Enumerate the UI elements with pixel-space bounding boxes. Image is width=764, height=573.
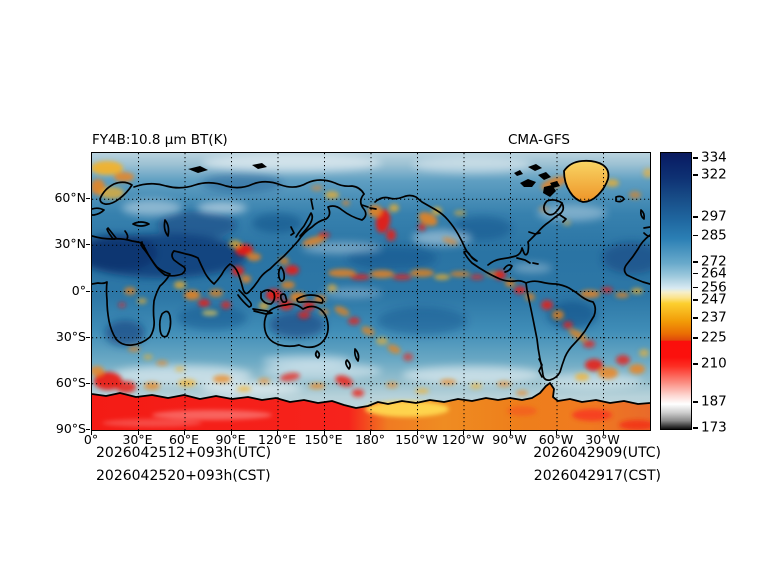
lon-tick-mark — [463, 430, 464, 435]
colorbar-tick-mark — [692, 363, 698, 365]
lon-tick-label: 90°W — [492, 432, 527, 447]
graticule — [92, 153, 650, 430]
obs-timestamp-utc: 2026042512+093h(UTC) — [96, 445, 272, 461]
lon-tick-mark — [91, 430, 92, 435]
lon-tick-mark — [416, 430, 418, 435]
lat-tick-mark — [86, 198, 90, 200]
colorbar-tick-mark — [692, 299, 698, 301]
colorbar-tick-label: 334 — [701, 149, 727, 166]
lon-tick-label: 30°W — [585, 432, 620, 447]
arctic-islands — [188, 163, 560, 197]
lat-tick-mark — [86, 382, 90, 384]
lat-tick-mark — [86, 429, 90, 430]
map-title-right: CMA-GFS — [508, 132, 570, 148]
colorbar-tick-mark — [692, 317, 698, 319]
colorbar-tick-mark — [692, 427, 698, 429]
antarctica — [92, 382, 650, 430]
colorbar-tick-label: 297 — [701, 208, 727, 225]
colorbar-tick-label: 256 — [701, 279, 727, 296]
longitude-axis: 0° 30°E 60°E 90°E 120°E 150°E 180° 150°W 120°W 90… — [84, 432, 651, 449]
lon-tick-label: 180° — [354, 432, 386, 447]
colorbar-tick-label: 173 — [701, 419, 727, 436]
lat-tick-label: 30°S — [55, 328, 86, 344]
colorbar-tick-label: 187 — [701, 393, 727, 410]
lat-tick-label: 0° — [71, 282, 86, 298]
colorbar-tick-mark — [692, 174, 698, 176]
model-timestamp-cst: 2026042917(CST) — [533, 468, 661, 484]
colorbar-tick-mark — [692, 234, 698, 237]
map-raster — [92, 153, 650, 430]
colorbar-tick-label: 264 — [701, 265, 727, 282]
lat-tick-label: 60°N — [54, 190, 86, 206]
lon-tick-label: 0° — [83, 432, 99, 447]
lat-tick-label: 90°S — [55, 421, 86, 436]
colorbar-tick-mark — [692, 337, 698, 339]
lon-tick-label: 120°W — [441, 432, 485, 447]
lon-tick-label: 90°E — [215, 432, 246, 447]
colorbar-tick-label: 225 — [701, 329, 727, 346]
lat-tick-mark — [86, 244, 90, 246]
colorbar-tick-mark — [692, 216, 698, 218]
lat-tick-label: 60°S — [55, 374, 86, 390]
model-timestamp-utc: 2026042909(UTC) — [533, 445, 661, 461]
colorbar — [660, 152, 692, 430]
colorbar-tick-label: 247 — [701, 291, 727, 308]
lon-tick-label: 150°W — [395, 432, 438, 447]
colorbar-tick-label: 237 — [701, 309, 727, 326]
lon-tick-label: 60°W — [538, 432, 574, 447]
lat-tick-mark — [86, 336, 90, 338]
lon-tick-mark — [602, 430, 604, 435]
lat-tick-label: 30°N — [54, 236, 86, 252]
lon-tick-label: 120°E — [257, 432, 297, 447]
lon-tick-mark — [509, 430, 511, 435]
lon-tick-mark — [370, 430, 371, 435]
world-bt-map — [91, 152, 651, 431]
lon-tick-label: 60°E — [168, 432, 200, 447]
antarctic-coastline — [92, 382, 650, 409]
lon-tick-mark — [323, 430, 325, 435]
colorbar-tick-label: 272 — [701, 253, 727, 270]
colorbar-tick-mark — [692, 261, 698, 263]
colorbar-tick-mark — [692, 273, 698, 275]
lon-tick-label: 150°E — [304, 432, 343, 447]
map-title-left: FY4B:10.8 μm BT(K) — [92, 132, 228, 148]
lon-tick-mark — [184, 430, 185, 435]
lat-tick-mark — [86, 290, 90, 292]
obs-timestamp-cst: 2026042520+093h(CST) — [96, 468, 271, 484]
colorbar-tick-label: 285 — [701, 227, 727, 244]
lon-tick-mark — [556, 430, 557, 435]
colorbar-tick-mark — [692, 157, 698, 159]
greenland — [563, 159, 610, 203]
lon-tick-mark — [137, 430, 139, 435]
colorbar-tick-mark — [692, 286, 698, 289]
colorbar-tick-label: 322 — [701, 166, 727, 183]
lon-tick-mark — [277, 430, 278, 435]
colorbar-tick-label: 210 — [701, 355, 727, 372]
lon-tick-label: 30°E — [122, 432, 153, 447]
colorbar-tick-mark — [692, 401, 698, 403]
lon-tick-mark — [230, 430, 232, 435]
